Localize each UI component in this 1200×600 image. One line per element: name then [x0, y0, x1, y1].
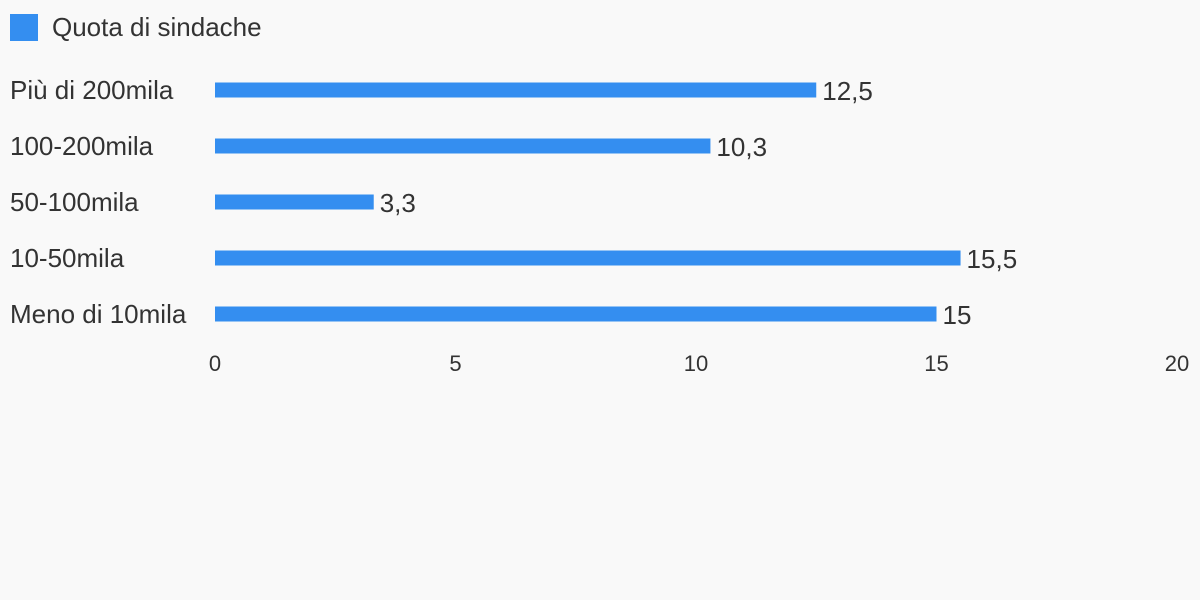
- bar: [215, 82, 817, 98]
- bar: [215, 194, 374, 210]
- bar: [215, 250, 961, 266]
- legend-swatch: [10, 13, 38, 41]
- category-label: 10-50mila: [10, 243, 125, 273]
- value-label: 15: [943, 300, 972, 330]
- category-label: 50-100mila: [10, 187, 139, 217]
- category-labels: Più di 200mila 100-200mila 50-100mila 10-50…: [10, 75, 187, 329]
- bar: [215, 306, 937, 322]
- legend-label: Quota di sindache: [52, 12, 262, 42]
- value-label: 15,5: [967, 244, 1018, 274]
- category-label: Meno di 10mila: [10, 299, 187, 329]
- category-label: 100-200mila: [10, 131, 154, 161]
- x-tick-label: 10: [684, 351, 708, 376]
- value-label: 12,5: [822, 76, 873, 106]
- value-label: 10,3: [716, 132, 767, 162]
- bars: [215, 82, 961, 322]
- value-labels: 12,5 10,3 3,3 15,5 15: [380, 76, 1017, 330]
- x-axis: 0 5 10 15 20: [209, 351, 1189, 376]
- x-tick-label: 0: [209, 351, 221, 376]
- bar: [215, 138, 711, 154]
- x-tick-label: 5: [449, 351, 461, 376]
- chart-legend: Quota di sindache: [10, 8, 262, 46]
- category-label: Più di 200mila: [10, 75, 174, 105]
- x-tick-label: 15: [924, 351, 948, 376]
- x-tick-label: 20: [1165, 351, 1189, 376]
- value-label: 3,3: [380, 188, 416, 218]
